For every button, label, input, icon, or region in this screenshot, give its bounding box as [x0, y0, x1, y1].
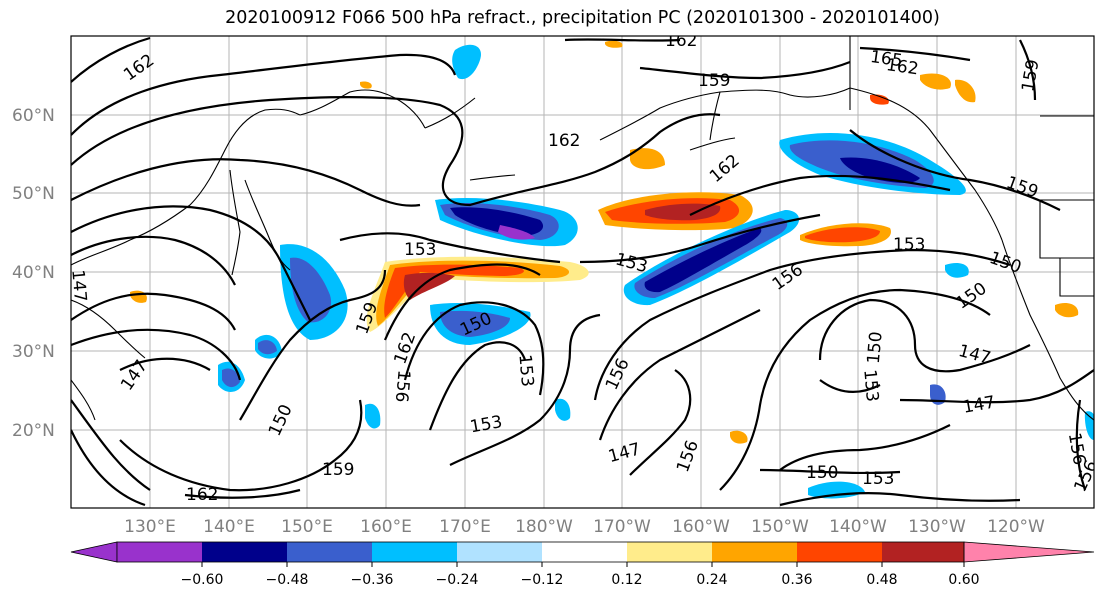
contour-label: 156 — [391, 369, 414, 403]
colorbar-tick-label: −0.60 — [181, 572, 224, 588]
lon-label: 150°W — [751, 517, 809, 537]
graticule — [71, 36, 1094, 508]
lon-label: 130°W — [908, 517, 966, 537]
colorbar-tick-label: −0.48 — [266, 572, 309, 588]
contour-label: 162 — [548, 131, 580, 151]
colorbar-tick-label: −0.24 — [436, 572, 479, 588]
contour-label: 150 — [806, 463, 838, 483]
lon-label: 140°E — [203, 517, 255, 537]
colorbar-segment — [627, 542, 712, 562]
colorbar-tick-label: 0.36 — [781, 572, 812, 588]
contour-label: 147 — [67, 269, 90, 303]
colorbar-segment — [287, 542, 372, 562]
contour-label: 165 — [869, 47, 904, 71]
colorbar-segment — [117, 542, 202, 562]
contour-label: 153 — [859, 369, 882, 403]
contour-label: 153 — [893, 235, 925, 255]
lon-label: 140°W — [829, 517, 887, 537]
lon-label: 170°E — [439, 517, 491, 537]
colorbar: −0.60 −0.48 −0.36 −0.24 −0.12 0.12 0.24 … — [70, 541, 1095, 588]
contour-label: 162 — [665, 31, 697, 51]
contour-label: 159 — [698, 71, 730, 91]
lat-label-40: 40°N — [12, 263, 55, 283]
colorbar-segment — [202, 542, 287, 562]
colorbar-tick-label: 0.24 — [696, 572, 727, 588]
contour-label: 153 — [862, 469, 894, 489]
lon-label: 160°E — [360, 517, 412, 537]
colorbar-tick-label: −0.36 — [351, 572, 394, 588]
lon-label: 180°W — [515, 517, 573, 537]
contour-label: 153 — [514, 354, 537, 388]
colorbar-segment — [882, 542, 964, 562]
lon-label: 120°W — [987, 517, 1045, 537]
longitude-labels: 130°E 140°E 150°E 160°E 170°E 180°W 170°… — [124, 517, 1045, 537]
contour-label: 150 — [864, 331, 887, 365]
colorbar-segment — [797, 542, 882, 562]
contour-label: 162 — [885, 55, 920, 79]
contour-label: 153 — [404, 240, 436, 260]
colorbar-tick-label: 0.12 — [611, 572, 642, 588]
latitude-labels: 60°N 50°N 40°N 30°N 20°N — [12, 106, 55, 441]
lat-label-30: 30°N — [12, 342, 55, 362]
colorbar-tick-label: 0.48 — [866, 572, 897, 588]
map-frame — [70, 35, 1095, 509]
precipitation-fill — [130, 40, 1094, 499]
contour-label: 162 — [186, 485, 218, 505]
lon-label: 150°E — [281, 517, 333, 537]
contour-label: 159 — [322, 460, 354, 480]
lon-label: 160°W — [672, 517, 730, 537]
colorbar-extend-low — [70, 541, 118, 563]
colorbar-extend-high — [963, 541, 1095, 563]
colorbar-segment — [712, 542, 797, 562]
colorbar-ticks — [201, 562, 965, 567]
map-title: 2020100912 F066 500 hPa refract., precip… — [225, 8, 940, 28]
lat-label-20: 20°N — [12, 421, 55, 441]
colorbar-tick-label: −0.12 — [521, 572, 564, 588]
colorbar-segment — [542, 542, 627, 562]
colorbar-tick-label: 0.60 — [948, 572, 979, 588]
colorbar-segment — [372, 542, 457, 562]
lat-label-50: 50°N — [12, 184, 55, 204]
refractivity-contours — [71, 36, 1094, 507]
lon-label: 170°W — [593, 517, 651, 537]
coastlines — [71, 36, 1094, 421]
colorbar-segment — [457, 542, 542, 562]
lat-label-60: 60°N — [12, 106, 55, 126]
lon-label: 130°E — [124, 517, 176, 537]
